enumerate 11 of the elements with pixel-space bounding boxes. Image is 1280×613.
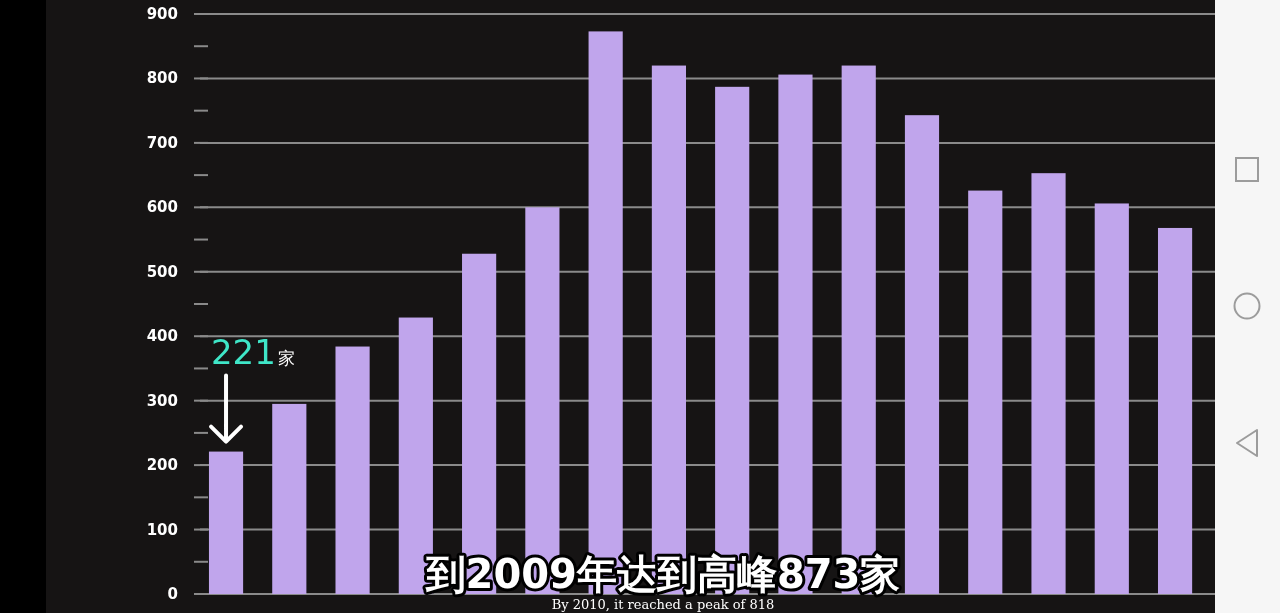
y-tick-label: 900 — [146, 5, 178, 23]
annotation: By 2010, it reached a peak of 818 — [551, 597, 775, 612]
y-tick-label: 600 — [146, 198, 178, 217]
y-tick-label: 200 — [146, 456, 178, 475]
y-tick-label: 300 — [146, 391, 178, 410]
y-tick-label: 100 — [146, 520, 178, 539]
y-tick-label: 700 — [146, 133, 178, 152]
y-tick-label: 500 — [146, 262, 178, 281]
y-tick-label: 400 — [146, 327, 178, 346]
y-tick-label: 800 — [146, 69, 178, 88]
y-tick-label: 0 — [167, 585, 178, 603]
